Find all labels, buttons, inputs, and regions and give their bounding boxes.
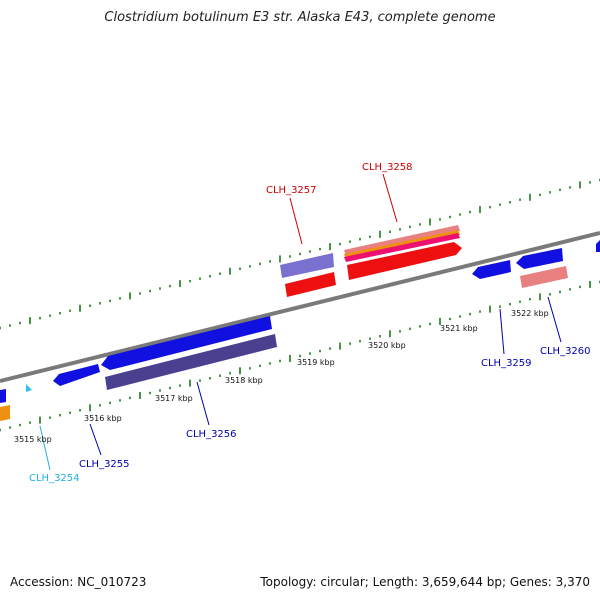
kbp-labels: 3515 kbp 3516 kbp 3517 kbp 3518 kbp 3519… (14, 309, 549, 444)
gene-clh-3255[interactable] (53, 364, 100, 386)
kbp-label: 3522 kbp (511, 309, 549, 318)
kbp-label: 3517 kbp (155, 394, 193, 403)
gene-label-clh-3255: CLH_3255 (79, 459, 130, 470)
gene-label-clh-3257: CLH_3257 (266, 185, 317, 196)
gene-features (0, 225, 600, 421)
kbp-label: 3518 kbp (225, 376, 263, 385)
gene-clh-3260-b[interactable] (520, 266, 568, 288)
kbp-label: 3519 kbp (297, 358, 335, 367)
gene-clh-3258-red[interactable] (347, 242, 462, 280)
gene-partial-right[interactable] (596, 240, 600, 252)
gene-label-clh-3259: CLH_3259 (481, 358, 532, 369)
gene-blue-large[interactable] (101, 316, 272, 370)
gene-label-clh-3260: CLH_3260 (540, 346, 591, 357)
tick-marks (0, 178, 600, 432)
gene-clh-3259[interactable] (472, 260, 511, 279)
gene-label-clh-3256: CLH_3256 (186, 429, 237, 440)
gene-clh-3254[interactable] (26, 384, 32, 392)
gene-label-clh-3254: CLH_3254 (29, 473, 80, 484)
label-leaders (39, 173, 562, 471)
gene-labels: CLH_3257 CLH_3258 CLH_3254 CLH_3255 CLH_… (29, 162, 591, 484)
kbp-label: 3515 kbp (14, 435, 52, 444)
gene-clh-3257-b[interactable] (285, 272, 336, 297)
accession-text: Accession: NC_010723 (10, 575, 147, 589)
genome-backbone (0, 231, 600, 383)
gene-partial-orange[interactable] (0, 405, 10, 421)
kbp-label: 3521 kbp (440, 324, 478, 333)
gene-label-clh-3258: CLH_3258 (362, 162, 413, 173)
gene-clh-3256[interactable] (105, 334, 277, 390)
gene-partial-blue[interactable] (0, 389, 6, 403)
kbp-label: 3520 kbp (368, 341, 406, 350)
gene-clh-3257-a[interactable] (280, 253, 334, 278)
gene-clh-3258-stripes-c[interactable] (344, 233, 460, 262)
gene-clh-3260-a[interactable] (516, 248, 563, 269)
genome-summary-text: Topology: circular; Length: 3,659,644 bp… (260, 575, 590, 589)
genome-title: Clostridium botulinum E3 str. Alaska E43… (104, 10, 496, 25)
kbp-label: 3516 kbp (84, 414, 122, 423)
